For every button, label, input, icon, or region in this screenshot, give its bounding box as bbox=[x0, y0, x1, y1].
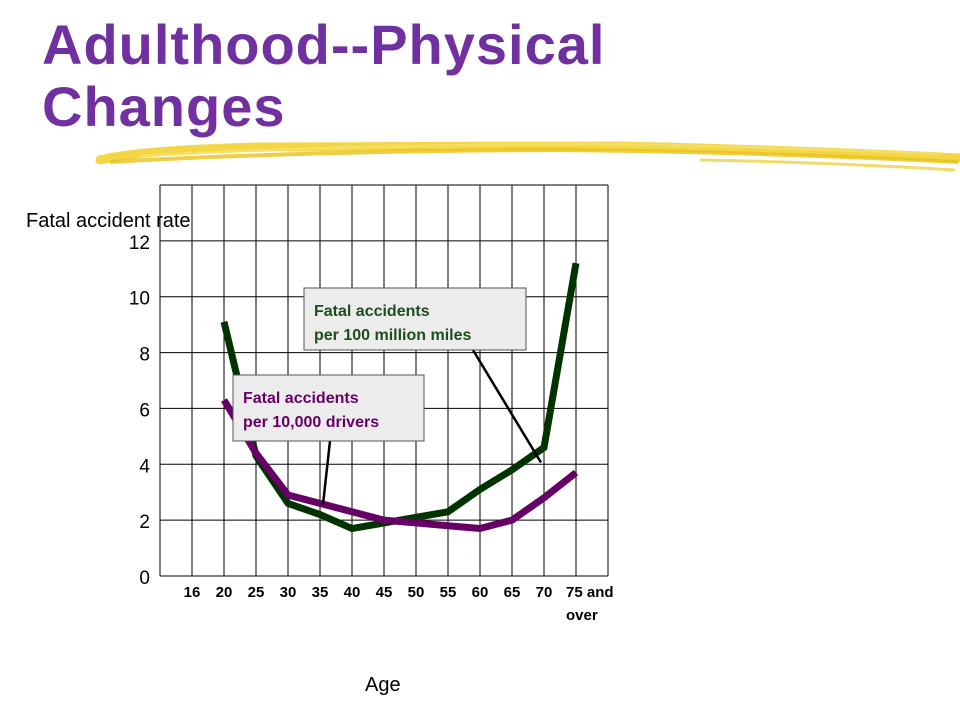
annotation-box bbox=[232, 374, 425, 442]
annotation-box bbox=[303, 287, 527, 351]
x-tick-label-continued: over bbox=[566, 607, 598, 624]
x-tick-label: 55 bbox=[440, 584, 457, 601]
y-tick-label: 6 bbox=[139, 400, 150, 421]
annotation-leader-line bbox=[471, 349, 543, 464]
y-tick-label: 12 bbox=[129, 233, 150, 254]
x-tick-label: 25 bbox=[248, 584, 265, 601]
slide-title-line-2: Changes bbox=[42, 75, 286, 138]
x-tick-label: 40 bbox=[344, 584, 361, 601]
x-tick-label: 45 bbox=[376, 584, 393, 601]
annotation-text: Fatal accidents bbox=[243, 390, 359, 407]
x-tick-label: 30 bbox=[280, 584, 297, 601]
x-tick-label: 20 bbox=[216, 584, 233, 601]
slide-title: Adulthood--Physical Changes bbox=[42, 14, 605, 138]
x-tick-label: 65 bbox=[504, 584, 521, 601]
annotation-text: per 100 million miles bbox=[314, 327, 472, 344]
x-tick-label: 35 bbox=[312, 584, 329, 601]
annotation-text: Fatal accidents bbox=[314, 303, 430, 320]
y-tick-label: 10 bbox=[129, 289, 150, 310]
x-tick-label: 75 and bbox=[566, 584, 614, 601]
y-tick-label: 0 bbox=[139, 568, 150, 589]
series-line-2 bbox=[221, 398, 579, 533]
y-tick-label: 8 bbox=[139, 345, 150, 366]
annotation-leader-line bbox=[321, 440, 332, 505]
x-tick-label: 16 bbox=[184, 584, 201, 601]
x-tick-label: 50 bbox=[408, 584, 425, 601]
slide-title-line-1: Adulthood--Physical bbox=[42, 13, 606, 76]
y-tick-label: 2 bbox=[139, 512, 150, 533]
x-tick-label: 60 bbox=[472, 584, 489, 601]
x-tick-label: 70 bbox=[536, 584, 553, 601]
y-tick-label: 4 bbox=[139, 456, 150, 477]
annotation-text: per 10,000 drivers bbox=[243, 414, 379, 431]
y-axis-label: Fatal accident rate bbox=[26, 210, 191, 232]
x-axis-label: Age bbox=[365, 674, 401, 696]
